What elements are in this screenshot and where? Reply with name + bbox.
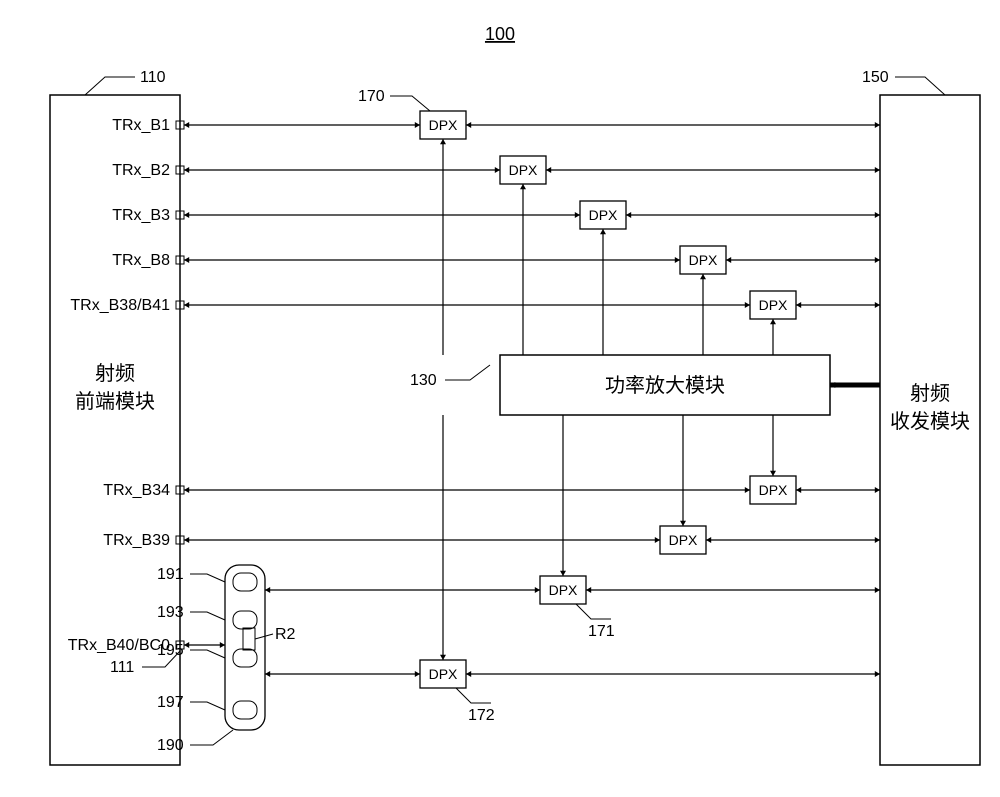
dpx-label: DPX (589, 207, 618, 223)
left-module-num: 110 (140, 69, 166, 86)
port-label: TRx_B39 (103, 532, 170, 549)
switch-pad-num: 191 (157, 566, 184, 583)
switch-num: 190 (157, 737, 184, 754)
left-module-label2: 前端模块 (75, 390, 155, 413)
switch-pad-num: 193 (157, 604, 184, 621)
port-label: TRx_B8 (112, 252, 170, 269)
port-label: TRx_B2 (112, 162, 170, 179)
left-module-label: 射频 (95, 362, 135, 385)
switch-pad (233, 573, 257, 591)
port-label: TRx_B3 (112, 207, 170, 224)
right-module-label: 射频 (910, 382, 950, 405)
dpx-num: 171 (588, 623, 615, 640)
dpx-label: DPX (429, 117, 458, 133)
dpx-label: DPX (669, 532, 698, 548)
switch-pad-num: 197 (157, 694, 184, 711)
pa-module-num: 130 (410, 372, 437, 389)
dpx-label: DPX (759, 297, 788, 313)
right-module-num: 150 (862, 69, 889, 86)
right-module-label2: 收发模块 (890, 410, 970, 433)
port-111-num: 111 (110, 659, 134, 676)
switch-pad (233, 611, 257, 629)
switch-pad (233, 649, 257, 667)
switch-block (225, 565, 265, 730)
port-label: TRx_B34 (103, 482, 170, 499)
port-label: TRx_B38/B41 (70, 297, 170, 314)
dpx-label: DPX (549, 582, 578, 598)
dpx-label: DPX (509, 162, 538, 178)
resistor (243, 628, 255, 650)
dpx-label: DPX (429, 666, 458, 682)
dpx-num: 172 (468, 707, 495, 724)
dpx-label: DPX (689, 252, 718, 268)
port-label: TRx_B40/BC0 (68, 637, 170, 654)
diagram-title: 100 (485, 24, 515, 44)
resistor-label: R2 (275, 626, 296, 643)
dpx-num: 170 (358, 88, 385, 105)
switch-pad (233, 701, 257, 719)
pa-module-label: 功率放大模块 (605, 374, 725, 397)
dpx-label: DPX (759, 482, 788, 498)
port-label: TRx_B1 (112, 117, 170, 134)
